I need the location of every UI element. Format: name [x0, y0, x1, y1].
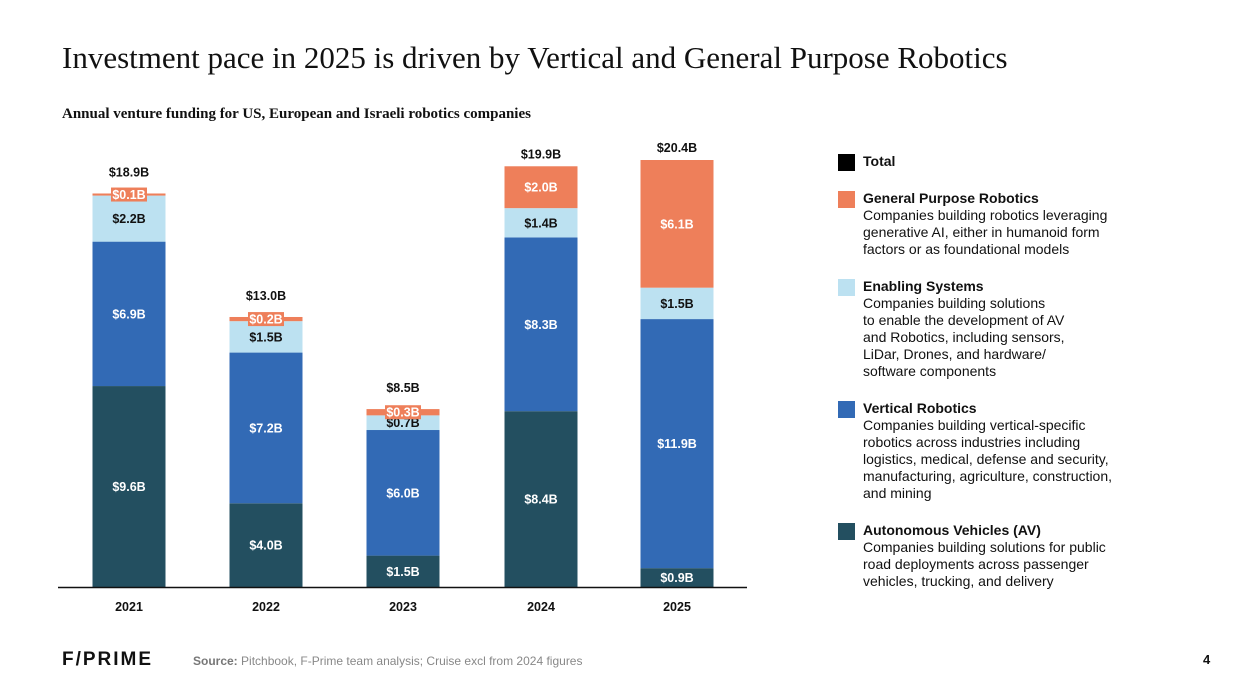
data-label: $8.4B [524, 493, 557, 507]
bar-segment [366, 415, 440, 431]
data-label: $0.7B [386, 416, 419, 430]
bar-segment [504, 411, 578, 587]
legend-item-av: Autonomous Vehicles (AV) Companies build… [838, 522, 1168, 590]
total-label: $18.9B [109, 165, 149, 179]
total-label: $13.0B [246, 289, 286, 303]
data-label: $6.1B [660, 217, 693, 231]
bar-segment [640, 319, 714, 569]
data-label-bg [111, 187, 147, 202]
legend-name: Autonomous Vehicles (AV) [863, 522, 1041, 538]
data-label: $0.1B [112, 188, 145, 202]
legend-item-total: Total [838, 153, 1168, 171]
legend-swatch [838, 401, 855, 418]
bar-segment [92, 386, 166, 587]
bar-segment [92, 241, 166, 387]
data-label-bg [385, 405, 421, 420]
legend-item-general-purpose: General Purpose Robotics Companies build… [838, 190, 1168, 258]
legend-item-vertical: Vertical Robotics Companies building ver… [838, 400, 1168, 502]
bar-segment [229, 321, 303, 353]
data-label: $0.3B [386, 406, 419, 420]
total-label: $8.5B [386, 381, 419, 395]
fprime-logo: F/PRIME [62, 649, 154, 670]
bar-segment [504, 208, 578, 238]
legend-swatch [838, 523, 855, 540]
bar-segment [504, 166, 578, 209]
data-label: $2.2B [112, 212, 145, 226]
legend-desc: Companies building robotics leveraging g… [863, 207, 1108, 257]
data-label: $6.9B [112, 307, 145, 321]
total-label: $20.4B [657, 141, 697, 155]
data-label: $7.2B [249, 421, 282, 435]
legend-swatch [838, 154, 855, 171]
source-note: Source: Pitchbook, F-Prime team analysis… [193, 654, 582, 668]
legend-name: Total [863, 153, 896, 169]
data-label: $0.2B [249, 313, 282, 327]
bar-segment [366, 555, 440, 587]
x-tick-label: 2022 [252, 600, 280, 614]
legend-item-enabling: Enabling Systems Companies building solu… [838, 278, 1168, 380]
data-label: $1.5B [660, 297, 693, 311]
data-label: $1.5B [386, 565, 419, 579]
legend-name: Enabling Systems [863, 278, 984, 294]
data-label: $2.0B [524, 181, 557, 195]
page-title: Investment pace in 2025 is driven by Ver… [62, 40, 1008, 75]
data-label: $9.6B [112, 480, 145, 494]
legend-desc: Companies building vertical-specific rob… [863, 417, 1113, 501]
page-number: 4 [1203, 652, 1211, 667]
data-label: $11.9B [657, 437, 697, 451]
data-label: $4.0B [249, 539, 282, 553]
legend-name: General Purpose Robotics [863, 190, 1039, 206]
source-label: Source: [193, 654, 238, 668]
bar-segment [229, 352, 303, 504]
source-text: Pitchbook, F-Prime team analysis; Cruise… [237, 654, 583, 668]
bar-segment [92, 195, 166, 242]
data-label-bg [248, 312, 284, 327]
legend-desc: Companies building solutions for public … [863, 539, 1106, 589]
bar-segment [366, 430, 440, 556]
legend-name: Vertical Robotics [863, 400, 977, 416]
bar-segment [229, 503, 303, 587]
chart-subtitle: Annual venture funding for US, European … [62, 106, 531, 122]
bar-segment [640, 568, 714, 587]
x-tick-label: 2021 [115, 600, 143, 614]
data-label: $1.5B [249, 330, 282, 344]
x-tick-label: 2023 [389, 600, 417, 614]
legend-swatch [838, 191, 855, 208]
legend: Total General Purpose Robotics Companies… [838, 153, 1168, 610]
x-tick-label: 2025 [663, 600, 691, 614]
data-label: $1.4B [524, 216, 557, 230]
bar-segment [504, 237, 578, 412]
legend-desc: Companies building solutions to enable t… [863, 295, 1065, 379]
bar-segment [640, 287, 714, 320]
bar-segment [640, 160, 714, 288]
data-label: $8.3B [524, 318, 557, 332]
x-tick-label: 2024 [527, 600, 555, 614]
data-label: $0.9B [660, 571, 693, 585]
data-label: $6.0B [386, 486, 419, 500]
total-label: $19.9B [521, 147, 561, 161]
legend-swatch [838, 279, 855, 296]
